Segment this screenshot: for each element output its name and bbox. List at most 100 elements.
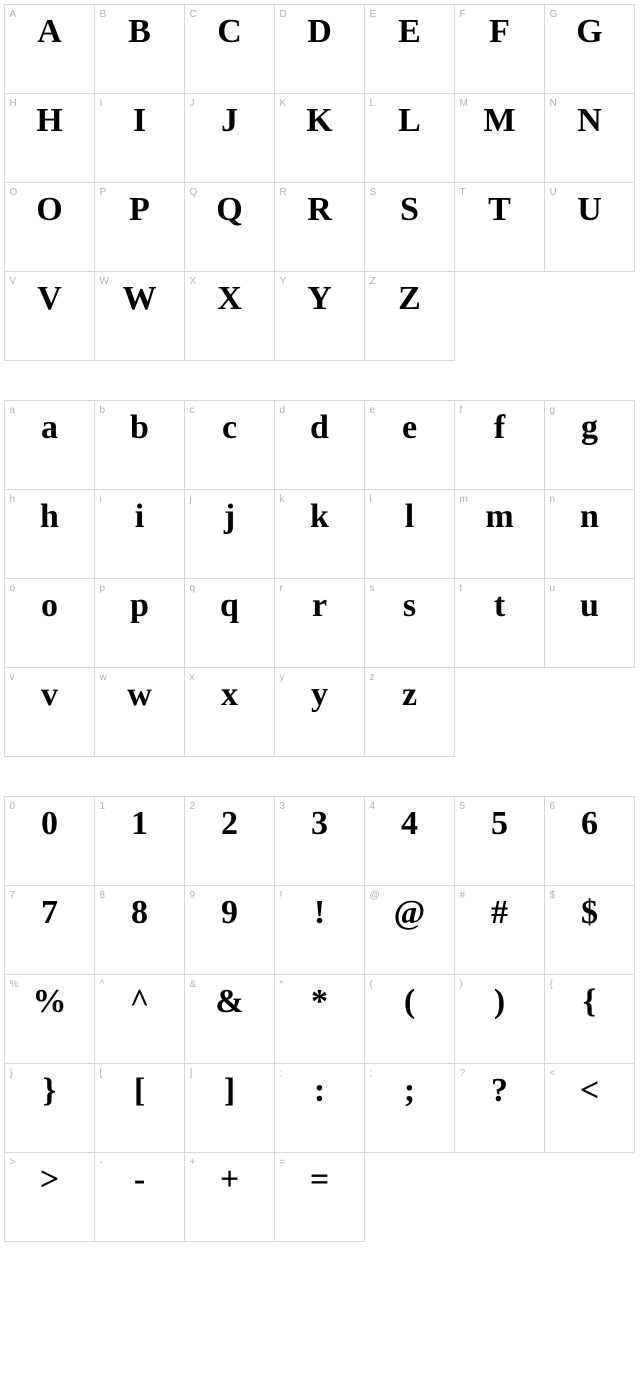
glyph-display: i	[95, 498, 184, 535]
glyph-cell: ll	[364, 489, 455, 579]
glyph-display: B	[95, 13, 184, 50]
glyph-display: L	[365, 102, 454, 139]
glyph-display: +	[185, 1161, 274, 1198]
glyph-display: l	[365, 498, 454, 535]
glyph-display: N	[545, 102, 634, 139]
glyph-display: >	[5, 1161, 94, 1198]
glyph-display: 8	[95, 894, 184, 931]
glyph-cell: cc	[184, 400, 275, 490]
glyph-display: u	[545, 587, 634, 624]
glyph-display: W	[95, 280, 184, 317]
glyph-cell: vv	[4, 667, 95, 757]
glyph-grid: aabbccddeeffgghhiijjkkllmmnnooppqqrrsstt…	[4, 400, 636, 756]
glyph-cell: ;;	[364, 1063, 455, 1153]
glyph-cell: 33	[274, 796, 365, 886]
glyph-cell: jj	[184, 489, 275, 579]
glyph-display: U	[545, 191, 634, 228]
glyph-cell: NN	[544, 93, 635, 183]
glyph-cell: }}	[4, 1063, 95, 1153]
glyph-cell: MM	[454, 93, 545, 183]
glyph-display: v	[5, 676, 94, 713]
glyph-cell: JJ	[184, 93, 275, 183]
glyph-cell: ##	[454, 885, 545, 975]
glyph-display: Q	[185, 191, 274, 228]
glyph-display: g	[545, 409, 634, 446]
glyph-cell: uu	[544, 578, 635, 668]
glyph-cell: %%	[4, 974, 95, 1064]
glyph-cell: mm	[454, 489, 545, 579]
glyph-display: %	[5, 983, 94, 1020]
glyph-cell: ss	[364, 578, 455, 668]
glyph-cell: bb	[94, 400, 185, 490]
glyph-display: 1	[95, 805, 184, 842]
glyph-cell: TT	[454, 182, 545, 272]
glyph-display: z	[365, 676, 454, 713]
glyph-cell: HH	[4, 93, 95, 183]
glyph-cell: ii	[94, 489, 185, 579]
glyph-cell: II	[94, 93, 185, 183]
glyph-cell: DD	[274, 4, 365, 94]
glyph-display: R	[275, 191, 364, 228]
glyph-cell: ]]	[184, 1063, 275, 1153]
glyph-grid: 00112233445566778899!!@@##$$%%^^&&**(())…	[4, 796, 636, 1241]
glyph-cell: pp	[94, 578, 185, 668]
glyph-cell: aa	[4, 400, 95, 490]
glyph-display: @	[365, 894, 454, 931]
glyph-cell: zz	[364, 667, 455, 757]
glyph-cell: ??	[454, 1063, 545, 1153]
glyph-cell: ff	[454, 400, 545, 490]
glyph-cell: @@	[364, 885, 455, 975]
glyph-cell: dd	[274, 400, 365, 490]
glyph-display: w	[95, 676, 184, 713]
glyph-cell: AA	[4, 4, 95, 94]
glyph-display: n	[545, 498, 634, 535]
glyph-display: 9	[185, 894, 274, 931]
glyph-display: -	[95, 1161, 184, 1198]
font-specimen-chart: AABBCCDDEEFFGGHHIIJJKKLLMMNNOOPPQQRRSSTT…	[4, 4, 636, 1241]
glyph-cell: 88	[94, 885, 185, 975]
glyph-display: f	[455, 409, 544, 446]
glyph-cell: {{	[544, 974, 635, 1064]
glyph-display: x	[185, 676, 274, 713]
glyph-display: &	[185, 983, 274, 1020]
glyph-cell: PP	[94, 182, 185, 272]
glyph-display: D	[275, 13, 364, 50]
glyph-cell: ))	[454, 974, 545, 1064]
glyph-cell: hh	[4, 489, 95, 579]
glyph-display: P	[95, 191, 184, 228]
glyph-display: 2	[185, 805, 274, 842]
glyph-display: ;	[365, 1072, 454, 1109]
glyph-cell: 77	[4, 885, 95, 975]
glyph-cell: --	[94, 1152, 185, 1242]
glyph-display: {	[545, 983, 634, 1020]
glyph-cell: ^^	[94, 974, 185, 1064]
glyph-display: A	[5, 13, 94, 50]
glyph-cell: OO	[4, 182, 95, 272]
glyph-display: k	[275, 498, 364, 535]
glyph-display: y	[275, 676, 364, 713]
glyph-cell: rr	[274, 578, 365, 668]
glyph-cell: !!	[274, 885, 365, 975]
glyph-display: F	[455, 13, 544, 50]
glyph-cell: ZZ	[364, 271, 455, 361]
glyph-display: G	[545, 13, 634, 50]
glyph-cell: 22	[184, 796, 275, 886]
glyph-cell: XX	[184, 271, 275, 361]
section-uppercase: AABBCCDDEEFFGGHHIIJJKKLLMMNNOOPPQQRRSSTT…	[4, 4, 636, 360]
glyph-display: :	[275, 1072, 364, 1109]
glyph-cell: CC	[184, 4, 275, 94]
glyph-display: (	[365, 983, 454, 1020]
glyph-display: ]	[185, 1072, 274, 1109]
glyph-cell: 11	[94, 796, 185, 886]
glyph-cell: 99	[184, 885, 275, 975]
glyph-cell: LL	[364, 93, 455, 183]
glyph-display: X	[185, 280, 274, 317]
glyph-cell: 55	[454, 796, 545, 886]
glyph-display: 5	[455, 805, 544, 842]
glyph-display: ^	[95, 983, 184, 1020]
glyph-display: *	[275, 983, 364, 1020]
glyph-display: Y	[275, 280, 364, 317]
glyph-display: m	[455, 498, 544, 535]
glyph-cell: &&	[184, 974, 275, 1064]
glyph-display: =	[275, 1161, 364, 1198]
